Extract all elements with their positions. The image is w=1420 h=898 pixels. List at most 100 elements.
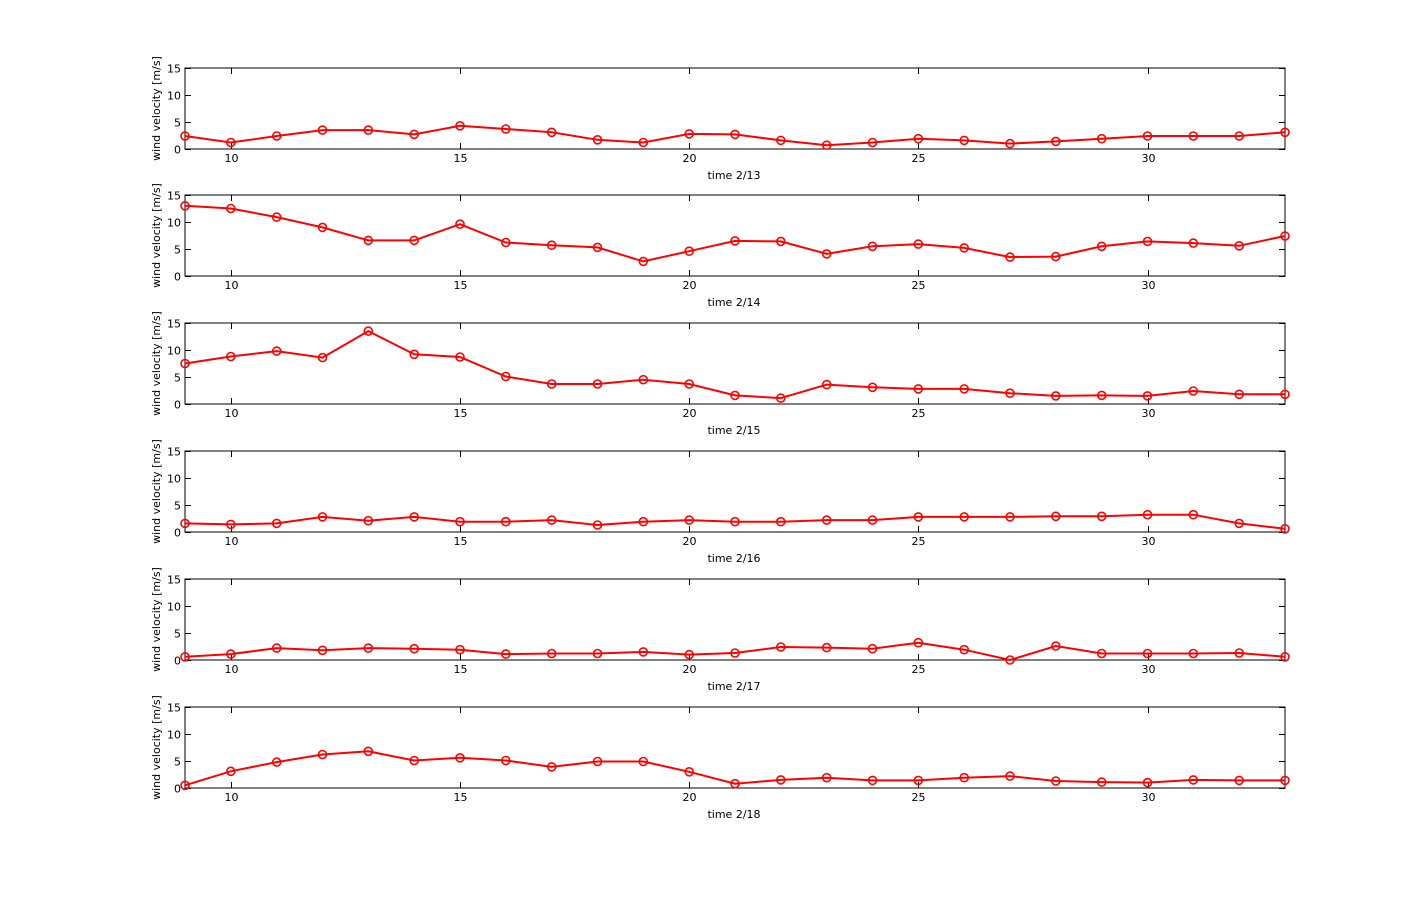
- x-tick-label: 20: [683, 791, 697, 804]
- data-point: [317, 125, 328, 135]
- y-tick-label: 5: [174, 628, 181, 641]
- data-point: [775, 135, 786, 146]
- data-point: [1280, 523, 1290, 534]
- y-tick-label: 10: [167, 473, 181, 486]
- y-axis-label: wind velocity [m/s]: [150, 439, 163, 544]
- x-tick-label: 20: [683, 279, 697, 292]
- data-point: [821, 249, 832, 259]
- data-point: [455, 516, 465, 527]
- x-tick-label: 10: [225, 407, 239, 420]
- x-axis-label: time 2/13: [707, 169, 760, 182]
- x-tick-label: 15: [454, 279, 468, 292]
- data-point: [1234, 648, 1244, 658]
- data-point: [684, 515, 695, 525]
- data-point: [867, 382, 878, 393]
- data-point: [271, 131, 282, 141]
- y-tick-label: 15: [167, 63, 181, 76]
- x-tick-label: 20: [683, 407, 697, 420]
- data-point: [455, 219, 465, 229]
- data-point: [363, 643, 374, 653]
- y-tick-label: 15: [167, 702, 181, 715]
- data-point: [271, 346, 282, 356]
- data-point: [180, 780, 190, 791]
- data-point: [959, 772, 970, 783]
- series-line: [184, 641, 1286, 662]
- data-point: [226, 351, 236, 362]
- data-point: [775, 516, 786, 527]
- data-point: [500, 237, 511, 248]
- data-point: [959, 135, 970, 146]
- y-tick-label: 10: [167, 90, 181, 103]
- x-axis-label: time 2/14: [707, 296, 760, 309]
- data-point: [867, 775, 878, 786]
- x-tick-label: 30: [1142, 663, 1156, 676]
- data-point: [180, 131, 190, 141]
- y-tick-label: 10: [167, 729, 181, 742]
- data-point: [684, 379, 695, 389]
- data-point: [546, 379, 557, 389]
- data-point: [1234, 241, 1244, 251]
- y-axis-label: wind velocity [m/s]: [150, 311, 163, 416]
- data-point: [409, 349, 420, 360]
- data-point: [1188, 509, 1199, 520]
- data-point: [867, 515, 878, 525]
- data-point: [638, 756, 649, 767]
- data-point: [592, 379, 603, 389]
- data-point: [730, 236, 740, 246]
- y-tick-label: 0: [174, 783, 181, 796]
- data-point: [913, 239, 924, 249]
- data-point: [1142, 131, 1153, 141]
- data-point: [1051, 776, 1061, 786]
- data-point: [1234, 518, 1244, 529]
- data-point: [913, 512, 924, 522]
- data-point: [546, 648, 557, 659]
- series-line: [184, 124, 1286, 147]
- data-point: [592, 242, 603, 253]
- data-point: [1005, 512, 1015, 522]
- y-axis-label: wind velocity [m/s]: [150, 567, 163, 672]
- data-point: [180, 651, 190, 662]
- data-point: [1051, 641, 1061, 651]
- data-point: [1142, 236, 1153, 247]
- data-point: [821, 140, 832, 150]
- x-tick-label: 15: [454, 663, 468, 676]
- y-tick-label: 5: [174, 117, 181, 130]
- x-tick-label: 20: [683, 535, 697, 548]
- x-tick-label: 25: [912, 152, 926, 165]
- x-axis-label: time 2/17: [707, 680, 760, 693]
- x-tick-label: 30: [1142, 279, 1156, 292]
- axes-frame: [184, 578, 1286, 661]
- x-tick-label: 10: [225, 791, 239, 804]
- data-point: [913, 775, 924, 786]
- data-point: [821, 515, 832, 525]
- data-point: [363, 326, 374, 336]
- data-point: [1096, 777, 1107, 787]
- data-point: [500, 124, 511, 134]
- data-point: [1096, 133, 1107, 144]
- y-axis-label: wind velocity [m/s]: [150, 695, 163, 800]
- data-point: [1280, 651, 1290, 662]
- data-point: [1005, 771, 1015, 781]
- data-point: [317, 645, 328, 656]
- data-point: [638, 516, 649, 527]
- x-tick-label: 20: [683, 152, 697, 165]
- data-point: [1096, 648, 1107, 659]
- y-tick-label: 15: [167, 446, 181, 459]
- data-point: [775, 775, 786, 785]
- data-point: [867, 137, 878, 148]
- data-point: [1005, 388, 1015, 399]
- axes-frame: [184, 67, 1286, 150]
- data-point: [546, 762, 557, 772]
- data-point: [1188, 131, 1199, 141]
- data-point: [821, 772, 832, 783]
- data-point: [317, 352, 328, 363]
- y-tick-label: 5: [174, 756, 181, 769]
- data-point: [684, 246, 695, 256]
- data-point: [455, 752, 465, 763]
- data-point: [638, 647, 649, 657]
- data-point: [271, 643, 282, 653]
- axes-frame: [184, 706, 1286, 789]
- x-tick-label: 15: [454, 791, 468, 804]
- data-point: [913, 637, 924, 648]
- x-tick-label: 25: [912, 535, 926, 548]
